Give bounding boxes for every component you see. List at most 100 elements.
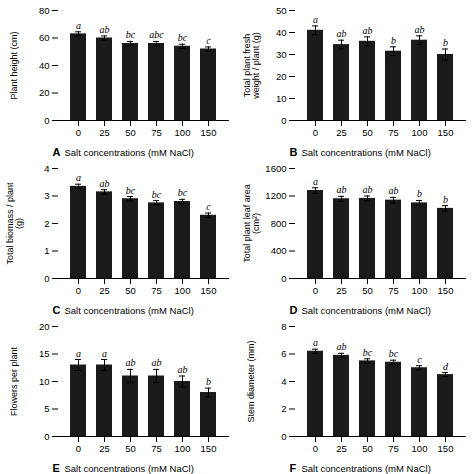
svg-text:0: 0 [76,127,81,138]
svg-text:a: a [102,348,107,359]
svg-text:bc: bc [389,348,399,359]
svg-text:Salt concentrations (mM NaCl): Salt concentrations (mM NaCl) [65,305,194,316]
svg-text:2: 2 [44,218,49,229]
svg-text:ab: ab [415,24,425,35]
svg-text:20: 20 [39,321,50,332]
svg-text:8: 8 [281,321,286,332]
svg-text:d: d [443,361,449,372]
svg-text:40: 40 [39,60,50,71]
svg-text:b: b [417,188,422,199]
svg-text:ab: ab [337,28,347,39]
svg-text:60: 60 [39,32,50,43]
svg-text:25: 25 [336,285,347,296]
svg-text:150: 150 [201,285,217,296]
svg-text:15: 15 [39,348,50,359]
svg-text:400: 400 [271,245,287,256]
svg-text:100: 100 [412,285,428,296]
svg-text:50: 50 [362,285,373,296]
svg-text:ab: ab [337,341,347,352]
svg-text:10: 10 [39,376,50,387]
svg-text:50: 50 [125,285,136,296]
svg-text:3: 3 [44,190,49,201]
svg-text:a: a [313,14,318,25]
svg-text:20: 20 [276,71,287,82]
svg-text:0: 0 [313,443,318,454]
svg-text:0: 0 [44,273,49,284]
svg-text:0: 0 [313,285,318,296]
svg-text:0: 0 [281,115,286,126]
svg-text:150: 150 [438,285,454,296]
svg-text:b: b [206,376,211,387]
svg-text:0: 0 [44,431,49,442]
svg-text:1600: 1600 [265,163,286,174]
svg-text:Salt concentrations (mM NaCl): Salt concentrations (mM NaCl) [302,305,431,316]
svg-text:Stem diameter (mm): Stem diameter (mm) [246,340,256,422]
svg-text:75: 75 [151,443,162,454]
svg-text:abc: abc [149,29,164,40]
svg-text:100: 100 [175,443,191,454]
svg-text:ab: ab [178,364,188,375]
svg-text:bc: bc [178,187,188,198]
svg-text:800: 800 [271,218,287,229]
svg-text:a: a [76,172,81,183]
svg-text:25: 25 [99,285,110,296]
svg-text:80: 80 [39,5,50,16]
svg-text:50: 50 [362,127,373,138]
svg-text:5: 5 [44,403,49,414]
svg-text:50: 50 [362,443,373,454]
svg-text:150: 150 [201,127,217,138]
svg-text:50: 50 [276,5,287,16]
svg-text:Salt concentrations (mM NaCl): Salt concentrations (mM NaCl) [302,463,431,474]
svg-text:150: 150 [201,443,217,454]
svg-text:Salt concentrations (mM NaCl): Salt concentrations (mM NaCl) [302,147,431,158]
svg-text:Flowers per plant: Flowers per plant [9,346,19,416]
svg-text:c: c [206,201,211,212]
svg-text:Total biomass / plant(g): Total biomass / plant(g) [5,182,24,265]
svg-text:6: 6 [281,348,286,359]
svg-text:50: 50 [125,443,136,454]
svg-text:0: 0 [76,443,81,454]
svg-text:150: 150 [438,127,454,138]
svg-text:D: D [290,304,298,316]
svg-text:ab: ab [152,357,162,368]
svg-text:ab: ab [100,24,110,35]
svg-text:ab: ab [363,25,373,36]
svg-text:75: 75 [388,285,399,296]
svg-text:0: 0 [281,273,286,284]
svg-text:25: 25 [99,443,110,454]
svg-text:10: 10 [276,93,287,104]
svg-text:1: 1 [44,245,49,256]
svg-text:ab: ab [337,184,347,195]
svg-text:b: b [391,35,396,46]
svg-text:Total plant leaf area(cm²): Total plant leaf area(cm²) [242,184,261,263]
svg-text:75: 75 [151,285,162,296]
svg-text:4: 4 [44,163,49,174]
svg-text:2: 2 [281,403,286,414]
svg-text:a: a [76,348,81,359]
svg-text:75: 75 [388,443,399,454]
svg-text:B: B [290,146,298,158]
svg-text:a: a [313,176,318,187]
svg-text:1200: 1200 [265,190,286,201]
svg-text:ab: ab [126,357,136,368]
svg-text:100: 100 [412,127,428,138]
svg-text:c: c [417,354,422,365]
svg-text:40: 40 [276,27,287,38]
svg-text:50: 50 [125,127,136,138]
svg-text:Total plant freshweight / plan: Total plant freshweight / plant (g) [242,32,261,100]
svg-text:Plant height (cm): Plant height (cm) [9,31,19,99]
svg-text:4: 4 [281,376,286,387]
svg-text:ab: ab [389,185,399,196]
svg-text:ab: ab [363,184,373,195]
svg-text:25: 25 [99,127,110,138]
svg-text:b: b [443,37,448,48]
svg-text:150: 150 [438,443,454,454]
svg-text:Salt concentrations (mM NaCl): Salt concentrations (mM NaCl) [65,463,194,474]
svg-text:bc: bc [126,29,136,40]
svg-text:100: 100 [175,127,191,138]
svg-text:F: F [290,462,297,474]
svg-text:75: 75 [388,127,399,138]
svg-text:a: a [76,20,81,31]
svg-text:100: 100 [175,285,191,296]
svg-text:20: 20 [39,87,50,98]
